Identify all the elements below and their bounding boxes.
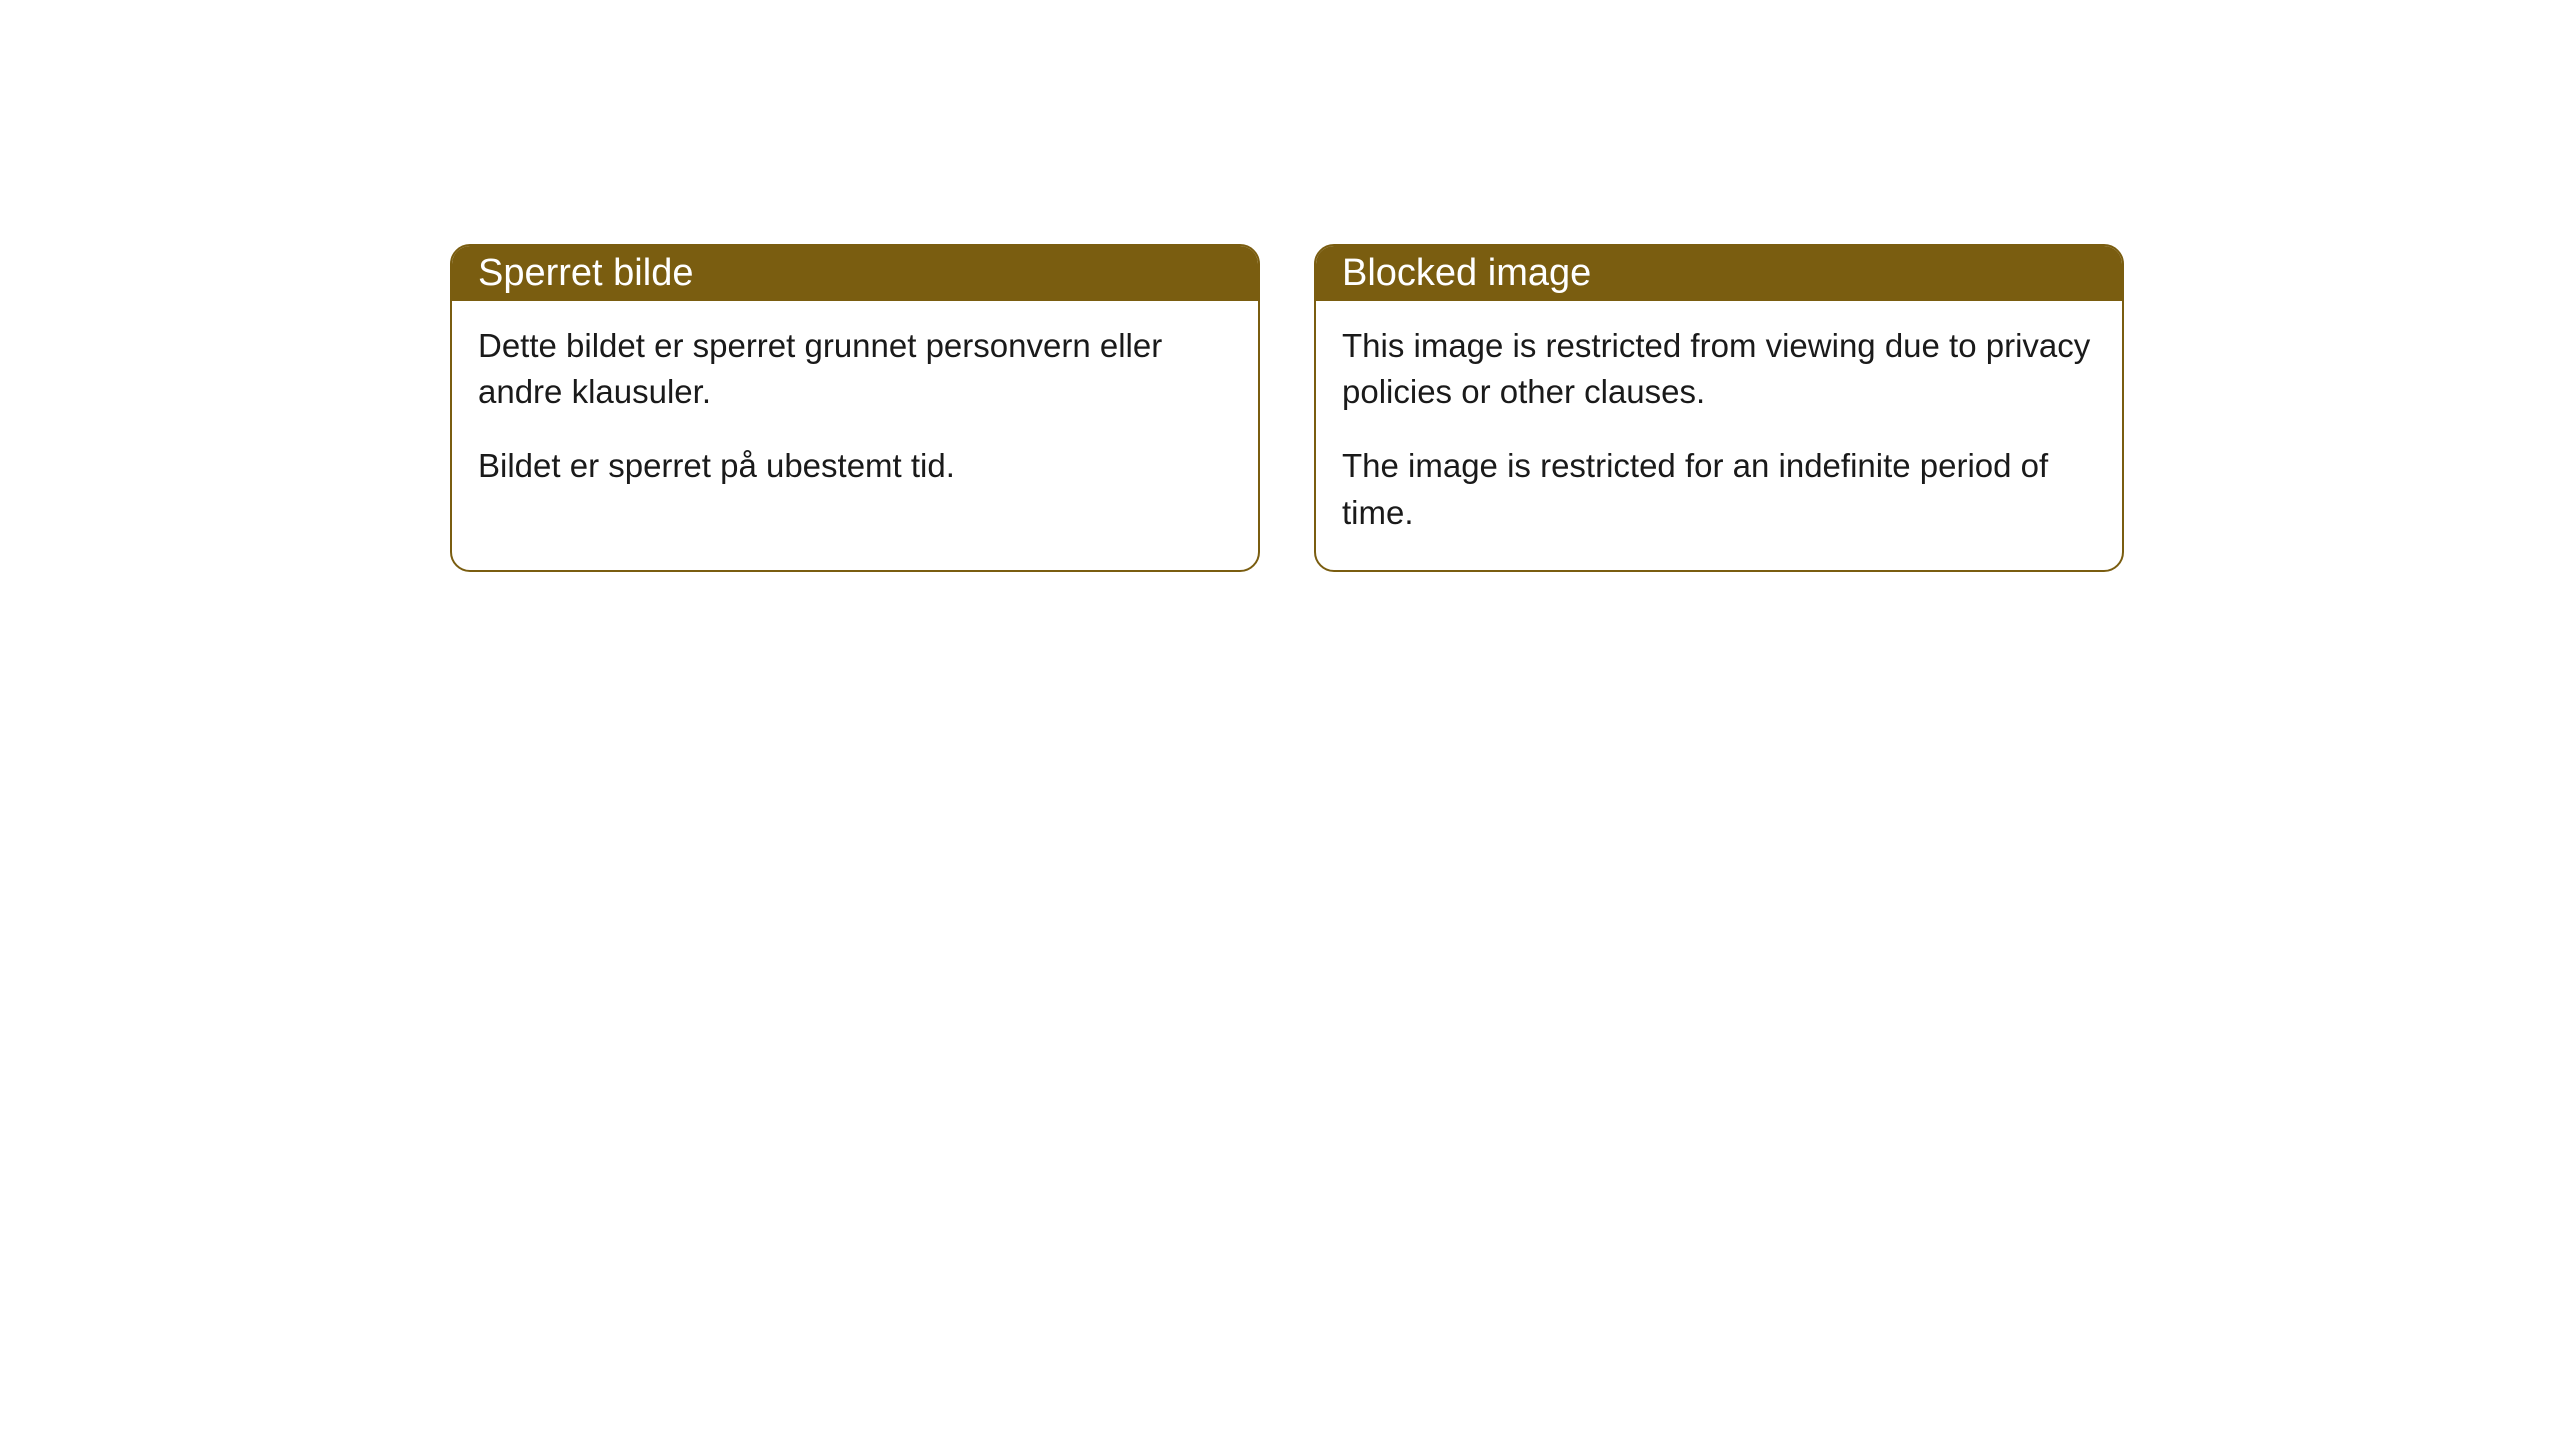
card-header-norwegian: Sperret bilde [452, 246, 1258, 301]
card-norwegian: Sperret bilde Dette bildet er sperret gr… [450, 244, 1260, 572]
card-paragraph-1: Dette bildet er sperret grunnet personve… [478, 323, 1232, 415]
card-paragraph-2: Bildet er sperret på ubestemt tid. [478, 443, 1232, 489]
card-paragraph-2: The image is restricted for an indefinit… [1342, 443, 2096, 535]
card-paragraph-1: This image is restricted from viewing du… [1342, 323, 2096, 415]
card-header-english: Blocked image [1316, 246, 2122, 301]
card-body-norwegian: Dette bildet er sperret grunnet personve… [452, 301, 1258, 524]
card-body-english: This image is restricted from viewing du… [1316, 301, 2122, 570]
cards-container: Sperret bilde Dette bildet er sperret gr… [450, 244, 2124, 572]
card-english: Blocked image This image is restricted f… [1314, 244, 2124, 572]
